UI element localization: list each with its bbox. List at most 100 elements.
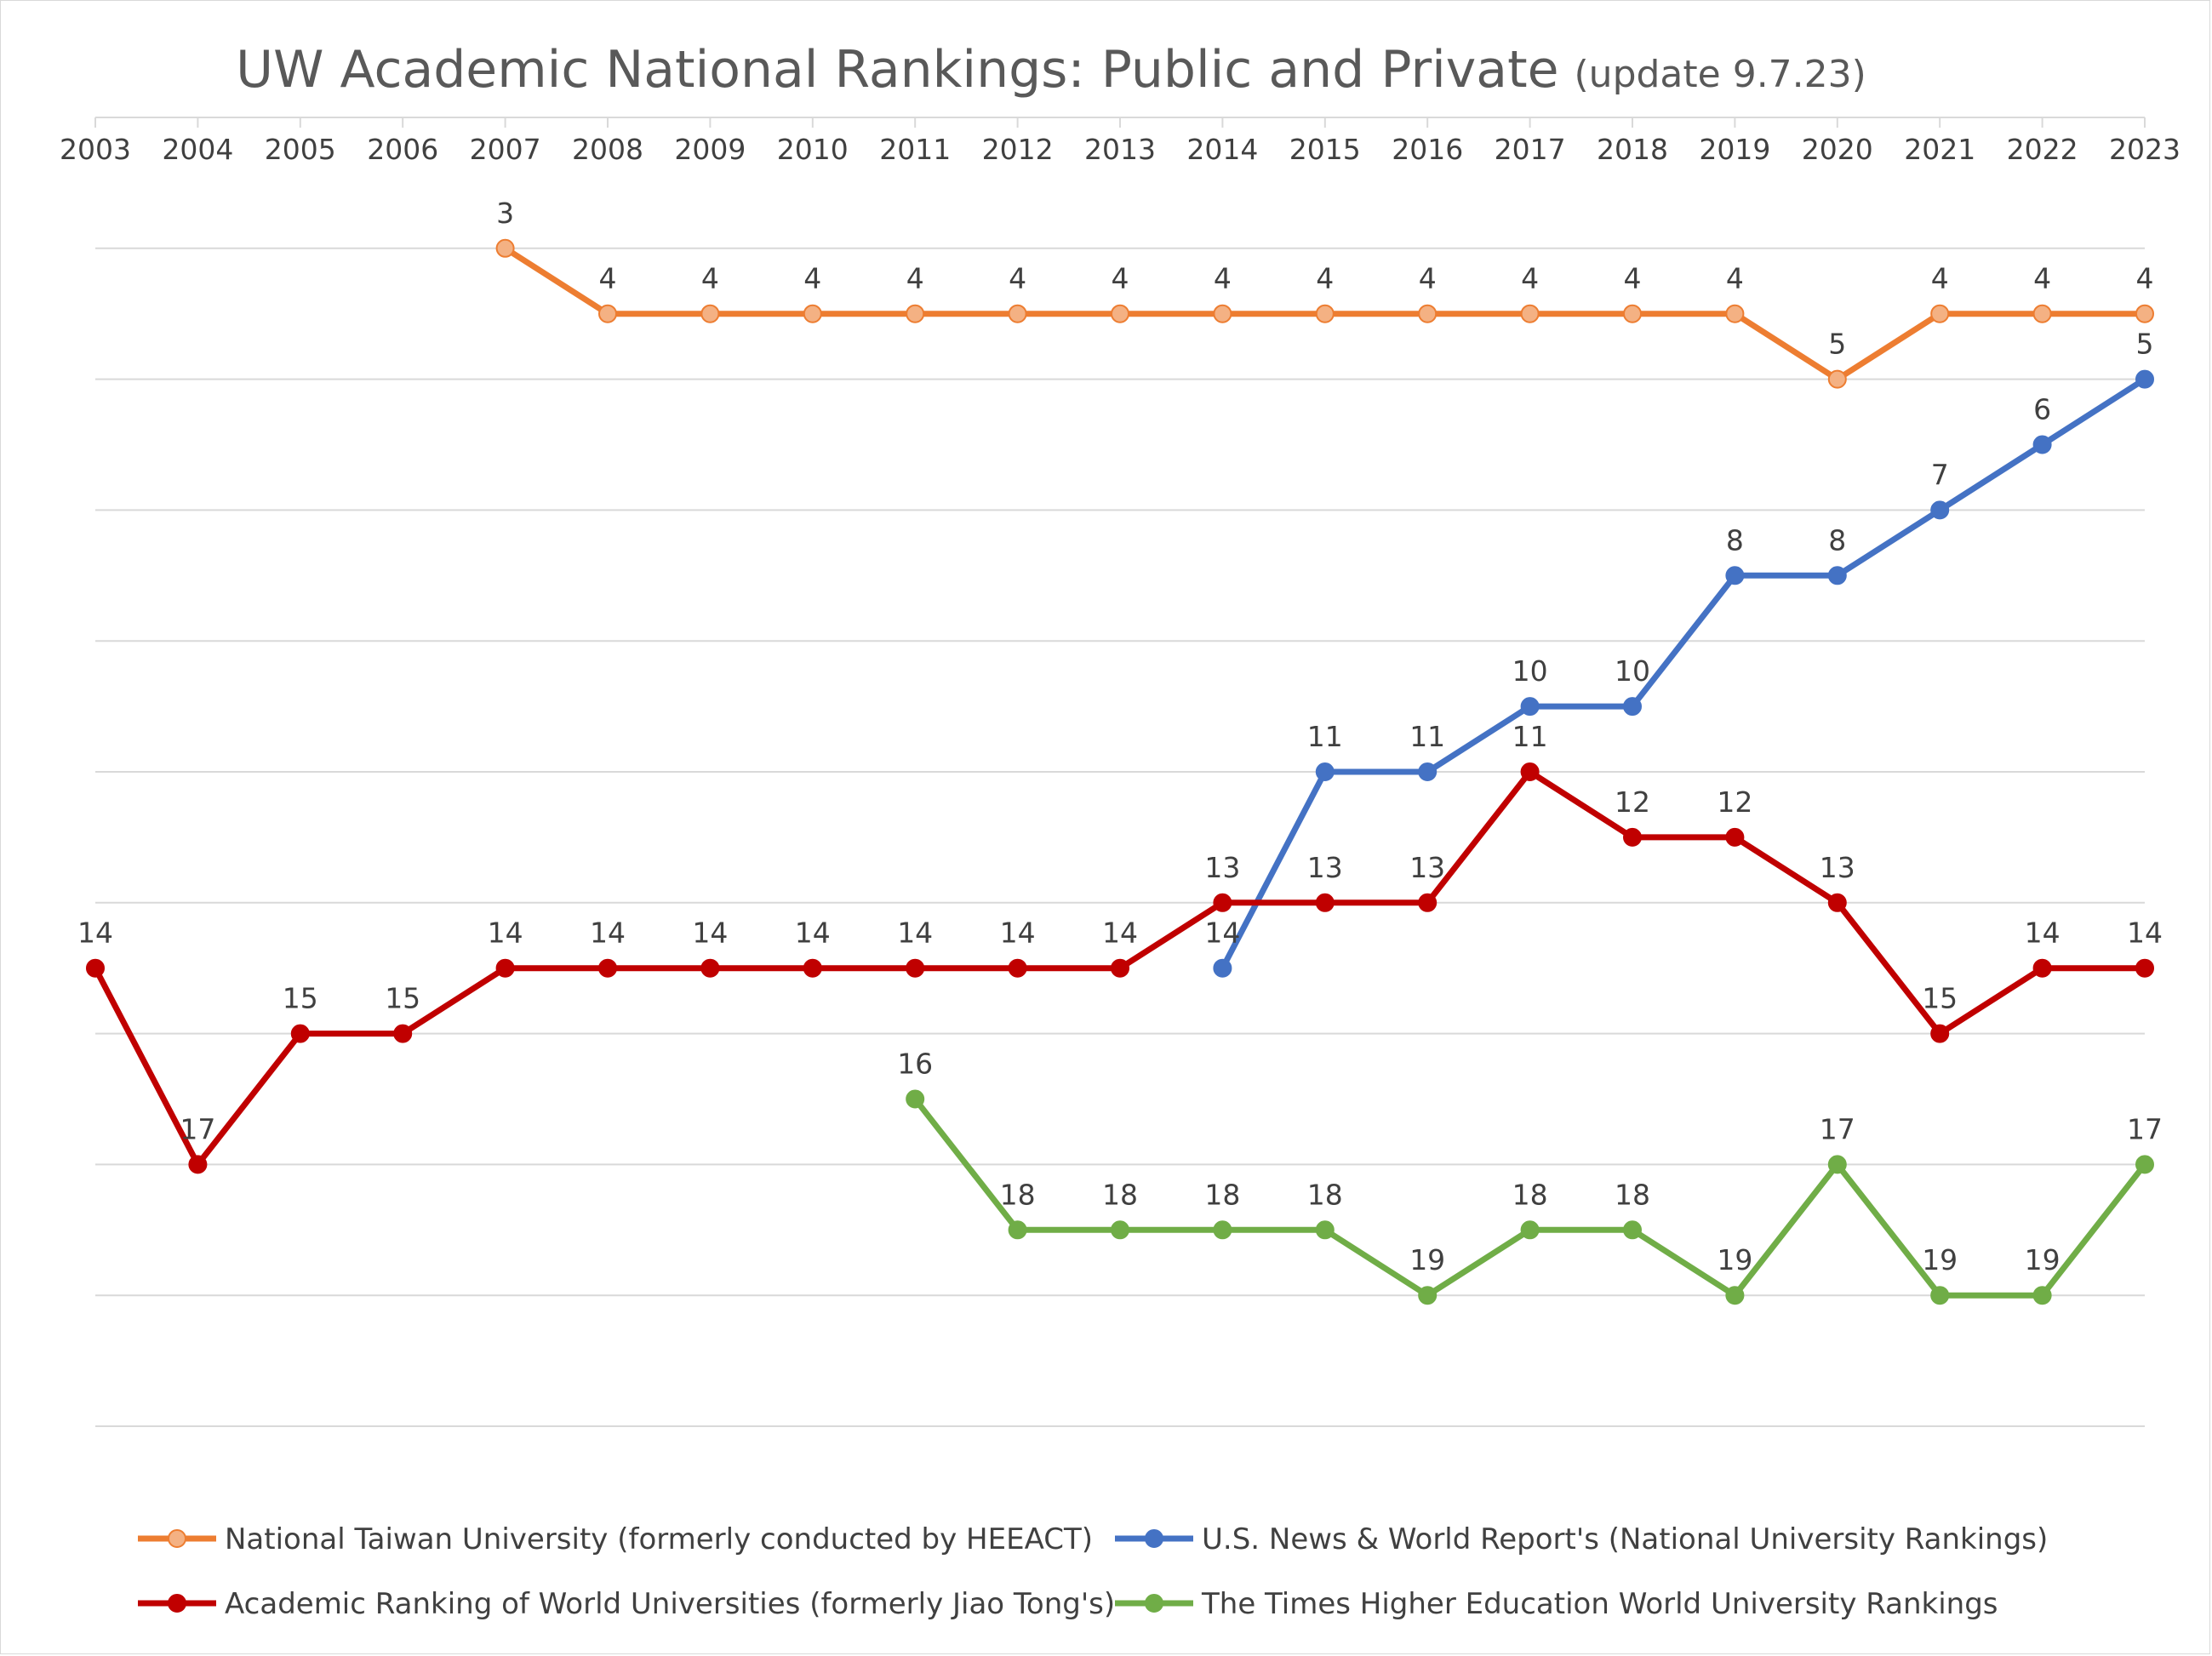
data-label: 17 [2127, 1112, 2163, 1145]
data-point [290, 1024, 310, 1043]
chart-title: UW Academic National Rankings: Public an… [236, 40, 1866, 100]
data-point [1213, 893, 1232, 912]
data-label: 4 [599, 262, 617, 295]
data-label: 18 [1512, 1178, 1548, 1211]
legend-label: National Taiwan University (formerly con… [225, 1522, 1093, 1556]
data-point [188, 1155, 208, 1174]
series-layer [86, 238, 2154, 1305]
x-tick-label: 2019 [1699, 133, 1770, 166]
data-point [1623, 827, 1642, 847]
data-point [1725, 1286, 1745, 1305]
x-tick-label: 2014 [1186, 133, 1258, 166]
data-point [1213, 958, 1232, 978]
data-label: 14 [488, 917, 523, 950]
data-point [1930, 304, 1950, 323]
legend-swatch-marker [168, 1529, 186, 1548]
data-point [2032, 1286, 2052, 1305]
data-point [1725, 304, 1745, 323]
data-label: 4 [803, 262, 821, 295]
data-label: 15 [1922, 982, 1958, 1015]
data-point [1623, 697, 1642, 717]
x-axis: 2003 2004 2005 2006 2007 2008 2009 2010 2011 2012… [60, 117, 2181, 166]
legend-label: The Times Higher Education World Univers… [1201, 1587, 1998, 1621]
data-label: 19 [1409, 1243, 1445, 1276]
data-label: 5 [2136, 328, 2154, 361]
x-tick-label: 2020 [1802, 133, 1873, 166]
data-point [1008, 1220, 1027, 1240]
data-point [1213, 304, 1232, 323]
legend-label: Academic Ranking of World Universities (… [225, 1587, 1115, 1621]
data-point [1315, 1220, 1335, 1240]
data-label: 4 [1521, 262, 1539, 295]
data-label: 18 [1204, 1178, 1240, 1211]
data-label: 10 [1512, 654, 1548, 688]
data-label: 10 [1615, 654, 1650, 688]
x-tick-label: 2003 [60, 133, 131, 166]
data-point [906, 1089, 925, 1109]
x-tick-label: 2021 [1904, 133, 1975, 166]
data-label: 15 [385, 982, 420, 1015]
data-label: 18 [1307, 1178, 1343, 1211]
data-label: 19 [1717, 1243, 1752, 1276]
data-label: 14 [692, 917, 728, 950]
data-label: 4 [1624, 262, 1642, 295]
x-tick-label: 2012 [982, 133, 1054, 166]
data-point [2135, 958, 2154, 978]
data-point [598, 304, 617, 323]
data-label: 13 [1409, 851, 1445, 884]
data-point [1111, 958, 1129, 978]
data-label: 14 [897, 917, 933, 950]
data-label: 14 [1000, 917, 1036, 950]
data-point [2135, 1155, 2154, 1174]
data-label: 12 [1717, 785, 1752, 819]
gridlines [95, 117, 2145, 1427]
legend-item: Academic Ranking of World Universities (… [138, 1587, 1115, 1621]
data-point [1930, 1286, 1950, 1305]
data-point [1315, 762, 1335, 781]
x-tick-label: 2023 [2109, 133, 2181, 166]
data-label: 11 [1307, 720, 1343, 753]
data-label: 14 [1102, 917, 1138, 950]
chart-title-subtitle: (update 9.7.23) [1575, 53, 1866, 96]
x-tick-label: 2015 [1289, 133, 1361, 166]
series-3 [86, 762, 2154, 1174]
data-label: 4 [1419, 262, 1437, 295]
data-point [2135, 304, 2154, 323]
legend: National Taiwan University (formerly con… [138, 1522, 2048, 1621]
data-point [1623, 304, 1642, 323]
legend-swatch-marker [168, 1594, 186, 1613]
data-point [1111, 1220, 1129, 1240]
data-label: 4 [1009, 262, 1026, 295]
data-label: 11 [1512, 720, 1548, 753]
data-label: 18 [1000, 1178, 1036, 1211]
x-tick-label: 2007 [470, 133, 541, 166]
data-point [803, 304, 822, 323]
x-tick-label: 2018 [1597, 133, 1668, 166]
data-point [906, 304, 925, 323]
series-1 [495, 238, 2154, 389]
data-label: 4 [1316, 262, 1334, 295]
legend-item: The Times Higher Education World Univers… [1115, 1587, 1998, 1621]
data-point [1111, 304, 1129, 323]
data-label: 3 [496, 197, 514, 230]
data-point [393, 1024, 413, 1043]
series-4 [906, 1089, 2154, 1305]
data-point [495, 958, 515, 978]
data-label: 4 [906, 262, 924, 295]
data-point [1930, 1024, 1950, 1043]
data-label: 12 [1615, 785, 1650, 819]
legend-item: U.S. News & World Report's (National Uni… [1115, 1522, 2048, 1556]
x-tick-label: 2008 [572, 133, 643, 166]
data-point [1418, 304, 1438, 323]
data-label: 18 [1615, 1178, 1650, 1211]
x-tick-label: 2010 [777, 133, 849, 166]
data-point [1315, 304, 1335, 323]
data-label: 4 [2033, 262, 2051, 295]
data-label: 15 [283, 982, 318, 1015]
data-point [1520, 304, 1540, 323]
series-2 [1213, 369, 2154, 978]
data-point [2135, 369, 2154, 389]
data-point [803, 958, 822, 978]
x-tick-label: 2013 [1084, 133, 1156, 166]
